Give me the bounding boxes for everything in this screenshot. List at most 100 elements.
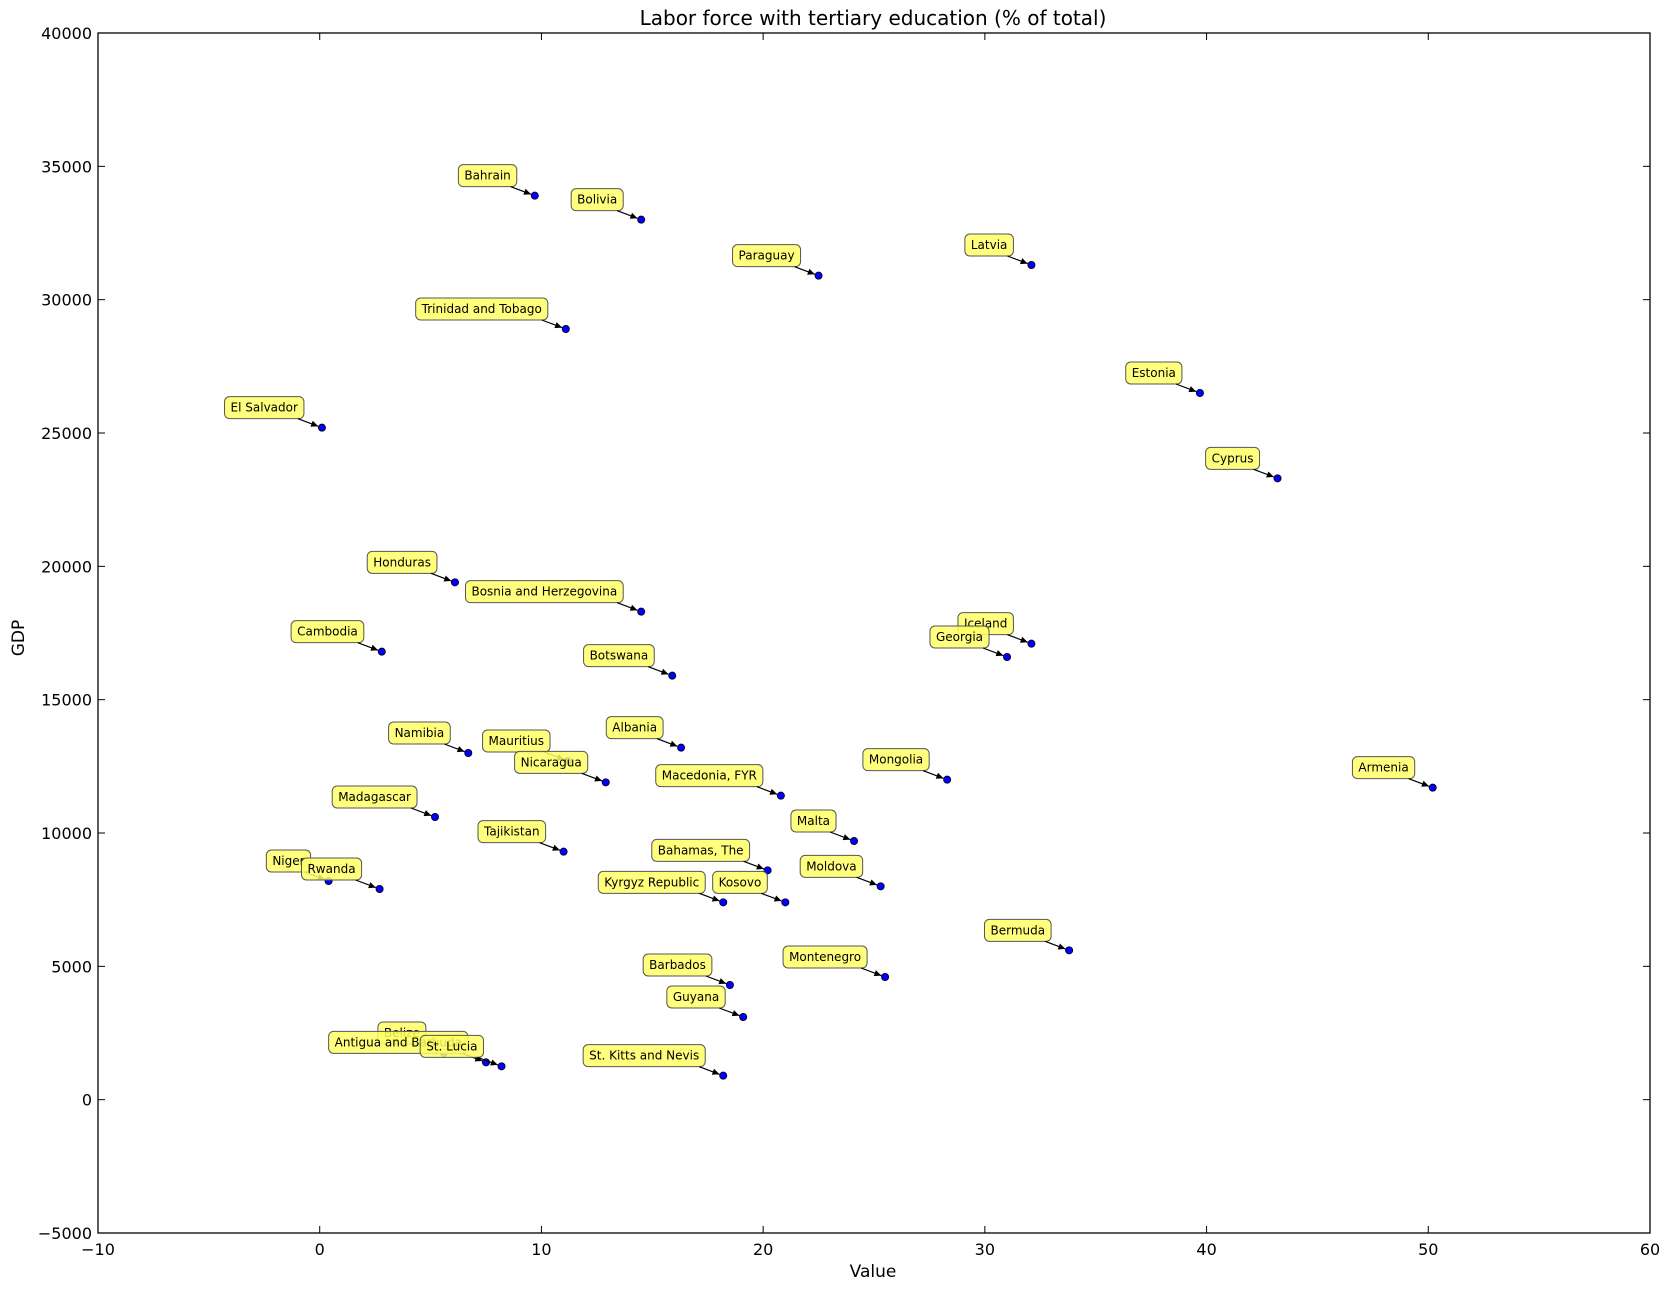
annotation-box xyxy=(419,1034,485,1058)
y-tick-label: 25000 xyxy=(41,424,92,443)
axes: −10 0 10 20 30 40 50 60 −5000 0 5000 10000 15000 2000… xyxy=(38,24,1660,1259)
data-point xyxy=(464,749,473,758)
annotation: Botswana xyxy=(583,644,669,675)
annotation-arrowhead xyxy=(869,879,877,886)
annotation: Tajikistan xyxy=(477,820,561,851)
annotation-box xyxy=(582,1044,706,1068)
annotation-box xyxy=(290,620,365,644)
annotation: Barbados xyxy=(642,953,727,985)
annotation: Niger xyxy=(265,849,326,881)
annotation-arrowhead xyxy=(310,420,319,427)
annotation-label: Kosovo xyxy=(719,875,762,889)
annotation-arrowhead xyxy=(552,844,560,851)
y-tick-label: 40000 xyxy=(41,24,92,43)
data-point xyxy=(530,191,539,200)
annotation-label: Paraguay xyxy=(739,249,795,263)
annotation-label: Cyprus xyxy=(1212,451,1254,465)
annotation: Bahrain xyxy=(457,164,532,195)
annotation: Mongolia xyxy=(862,748,944,779)
annotation-box xyxy=(597,870,706,894)
annotation-box xyxy=(570,188,624,212)
annotation-box xyxy=(415,297,549,321)
annotation: Armenia xyxy=(1351,756,1430,787)
annotation-arrowhead xyxy=(1266,471,1274,478)
annotation-box xyxy=(732,244,802,268)
annotation-arrowhead xyxy=(935,772,944,779)
annotation-box xyxy=(862,748,930,772)
data-point xyxy=(431,813,440,822)
annotation-label: Mongolia xyxy=(869,753,923,767)
annotation-label: Moldova xyxy=(806,859,856,873)
annotation: Honduras xyxy=(366,550,452,582)
annotation-box xyxy=(605,716,664,740)
data-point xyxy=(719,1071,728,1080)
annotation-arrowhead xyxy=(1019,636,1028,643)
data-point xyxy=(1027,639,1036,648)
annotation-label: Botswana xyxy=(590,649,649,663)
annotation-arrowhead xyxy=(995,650,1004,657)
data-point xyxy=(637,215,646,224)
annotation-box xyxy=(1205,446,1261,470)
data-point xyxy=(943,775,952,784)
annotation-label: Madagascar xyxy=(338,790,411,804)
annotation-arrowhead xyxy=(629,604,638,611)
data-point xyxy=(450,578,459,587)
y-tick-label: 20000 xyxy=(41,557,92,576)
data-point xyxy=(814,271,823,280)
annotation-arrowhead xyxy=(629,212,638,219)
annotation-box xyxy=(929,625,990,649)
annotation-arrowhead xyxy=(594,775,602,782)
annotation-arrowhead xyxy=(523,188,532,195)
annotation-label: Bosnia and Herzegovina xyxy=(471,585,617,599)
annotation-arrowhead xyxy=(731,1010,740,1017)
annotation-box xyxy=(1351,756,1416,780)
data-point xyxy=(375,885,384,894)
annotation: Nicaragua xyxy=(514,750,603,782)
x-tick-label: 20 xyxy=(753,1240,773,1259)
x-tick-label: 50 xyxy=(1418,1240,1438,1259)
data-point xyxy=(1027,260,1036,269)
data-point xyxy=(497,1062,506,1071)
annotation-label: St. Kitts and Nevis xyxy=(589,1049,699,1063)
annotation-box xyxy=(799,854,864,878)
annotation-box xyxy=(477,820,547,844)
data-point xyxy=(561,324,570,333)
data-point xyxy=(739,1013,748,1022)
annotation: Paraguay xyxy=(732,244,816,275)
annotation-label: Malta xyxy=(797,814,830,828)
annotation-label: Kyrgyz Republic xyxy=(604,875,699,889)
annotation-arrowhead xyxy=(718,978,727,985)
annotation: Bahamas, The xyxy=(651,838,765,870)
data-point xyxy=(677,743,686,752)
y-tick-label: 35000 xyxy=(41,157,92,176)
data-point xyxy=(559,847,568,856)
x-tick-label: 0 xyxy=(315,1240,325,1259)
annotation-box xyxy=(983,918,1052,942)
annotation-box xyxy=(655,764,764,788)
annotation-box xyxy=(666,985,726,1009)
data-point xyxy=(876,882,885,891)
data-point xyxy=(725,981,734,990)
annotation: Moldova xyxy=(799,854,878,886)
annotation-arrowhead xyxy=(711,895,720,902)
data-point xyxy=(317,423,326,432)
annotation: Latvia xyxy=(964,233,1028,265)
annotation-arrowhead xyxy=(423,810,432,817)
data-point xyxy=(776,791,785,800)
y-tick-label: 30000 xyxy=(41,291,92,310)
annotation-label: Bolivia xyxy=(577,193,617,207)
annotation: Madagascar xyxy=(331,785,432,817)
annotation-box xyxy=(300,857,363,881)
data-point xyxy=(781,898,790,907)
annotation-box xyxy=(712,870,768,894)
annotation-label: Rwanda xyxy=(307,862,355,876)
x-tick-label: 60 xyxy=(1640,1240,1660,1259)
annotation: Estonia xyxy=(1125,361,1197,393)
annotation: Georgia xyxy=(929,625,1004,657)
annotation-arrowhead xyxy=(1188,386,1197,393)
annotation: Kyrgyz Republic xyxy=(597,870,720,902)
annotation-arrowhead xyxy=(756,863,764,870)
data-point xyxy=(377,647,386,656)
annotation-label: Tajikistan xyxy=(483,825,540,839)
annotation-arrowhead xyxy=(769,788,778,795)
